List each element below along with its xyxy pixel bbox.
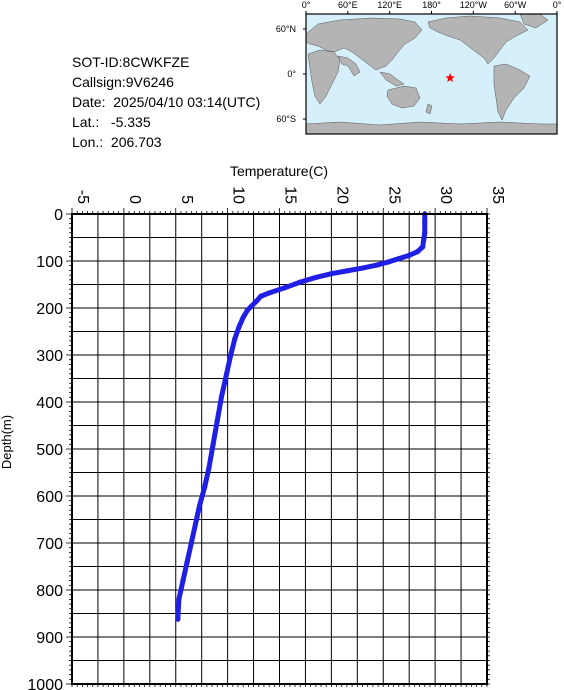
profile-point: [422, 230, 428, 236]
profile-point: [202, 484, 208, 490]
profile-point: [236, 324, 242, 330]
x-tick-label: -5: [74, 190, 91, 204]
profile-point: [297, 279, 303, 285]
profile-point: [188, 540, 194, 546]
y-tick-label: 600: [36, 489, 63, 506]
profile-point: [328, 271, 334, 277]
profile-point: [254, 298, 260, 304]
profile-point: [184, 559, 190, 565]
profile-point: [414, 249, 421, 255]
profile-point: [175, 616, 181, 622]
profile-point: [228, 352, 234, 358]
plot-frame: [71, 213, 488, 685]
y-tick-label: 200: [36, 301, 63, 318]
y-tick-label: 500: [36, 442, 63, 459]
profile-point: [421, 237, 427, 243]
profile-point: [192, 521, 199, 527]
callsign-label: Callsign:9V6246: [72, 74, 174, 90]
x-axis-label: Temperature(C): [230, 163, 328, 179]
y-tick-label: 300: [36, 348, 63, 365]
map-lon-label: 0°: [302, 0, 311, 10]
map-lon-label: 120°E: [377, 0, 402, 10]
map-lon-label: 180°: [422, 0, 441, 10]
profile-point: [359, 265, 366, 271]
profile-point: [176, 596, 182, 603]
y-axis-label: Depth(m): [0, 415, 14, 469]
profile-point: [396, 256, 402, 262]
map-lat-label: 60°N: [276, 24, 296, 34]
world-map-inset: 0° 60°E 120°E 180° 120°W 60°W 0° 60°N 0° 60°S: [276, 0, 562, 135]
position-star-marker: [445, 73, 455, 83]
date-label: Date: 2025/04/10 03:14(UTC): [72, 94, 261, 110]
profile-point: [240, 314, 246, 320]
x-tick-label: 5: [178, 195, 195, 204]
map-lat-label: 60°S: [276, 114, 296, 124]
x-tick-label: 25: [385, 186, 402, 204]
y-tick-label: 400: [36, 395, 63, 412]
y-tick-label: 0: [54, 207, 63, 224]
y-tick-label: 900: [36, 630, 63, 647]
x-tick-label: 15: [282, 186, 299, 204]
profile-point: [422, 220, 428, 226]
map-lon-label: 120°W: [460, 0, 488, 10]
map-lon-label: 0°: [553, 0, 562, 10]
profile-point: [406, 252, 412, 258]
profile-point: [223, 371, 230, 377]
y-tick-label: 1000: [27, 677, 63, 690]
profile-point: [218, 394, 224, 400]
y-tick-label: 100: [36, 254, 63, 271]
profile-point: [313, 274, 319, 281]
lat-label: Lat.: -5.335: [72, 114, 151, 130]
x-tick-label: 10: [230, 186, 247, 204]
map-lat-label: 0°: [287, 69, 296, 79]
profile-point: [266, 290, 272, 296]
profile-point: [375, 262, 381, 268]
map-lon-label: 60°E: [338, 0, 358, 10]
profile-point: [258, 293, 264, 299]
profile-point: [344, 268, 350, 274]
profile-point: [197, 502, 203, 508]
map-land: [305, 13, 558, 135]
x-tick-label: 30: [437, 186, 454, 204]
profile-point: [180, 578, 186, 584]
map-lon-label: 60°W: [504, 0, 527, 10]
y-tick-label: 700: [36, 536, 63, 553]
profile-point: [206, 465, 212, 471]
lon-label: Lon.: 206.703: [72, 134, 162, 150]
profile-point: [282, 285, 288, 291]
temperature-profile-line: [175, 211, 428, 622]
x-tick-label: 0: [126, 195, 143, 204]
profile-point: [210, 441, 216, 447]
profile-point: [214, 418, 220, 424]
x-tick-label: 35: [489, 186, 506, 204]
profile-point: [385, 259, 392, 265]
sot-id-label: SOT-ID:8CWKFZE: [72, 54, 190, 70]
profile-point: [248, 303, 255, 309]
profile-point: [244, 307, 250, 313]
profile-point: [420, 244, 426, 250]
profile-chart: Temperature(C) Depth(m) -5 0 5 10 15 20 25 30 35…: [0, 163, 506, 690]
profile-point: [232, 335, 238, 342]
x-tick-label: 20: [333, 186, 350, 204]
y-tick-label: 800: [36, 583, 63, 600]
